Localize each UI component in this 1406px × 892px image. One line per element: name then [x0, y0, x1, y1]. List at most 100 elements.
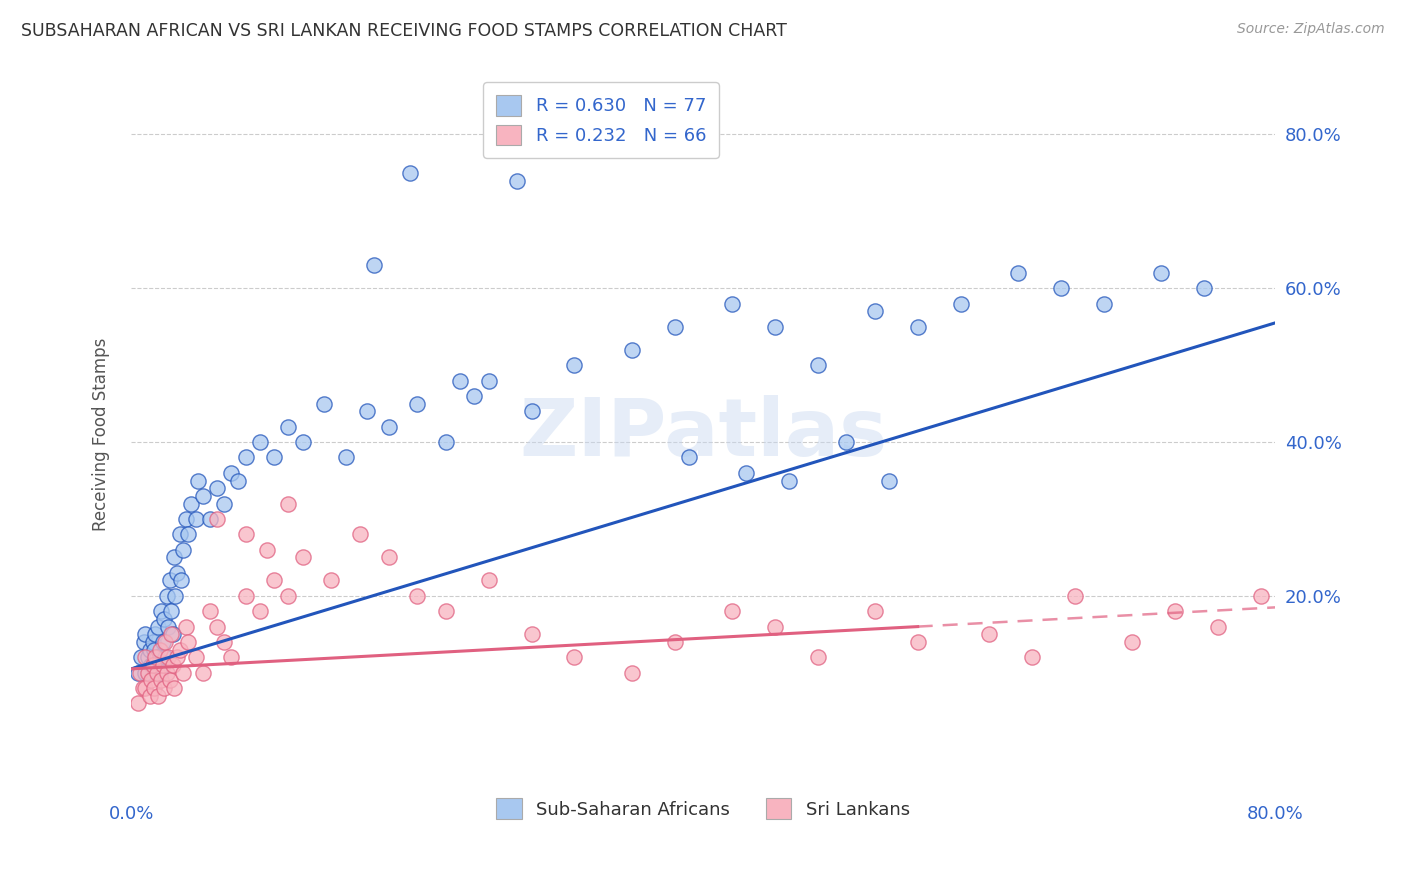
Point	[349, 527, 371, 541]
Point	[143, 681, 166, 695]
Point	[141, 658, 163, 673]
Point	[131, 681, 153, 695]
Point	[763, 619, 786, 633]
Point	[162, 658, 184, 673]
Point	[150, 673, 173, 688]
Point	[148, 619, 170, 633]
Point	[162, 627, 184, 641]
Point	[136, 650, 159, 665]
Point	[134, 681, 156, 695]
Point	[172, 665, 194, 680]
Point	[142, 658, 165, 673]
Point	[129, 650, 152, 665]
Point	[1250, 589, 1272, 603]
Point	[277, 589, 299, 603]
Point	[720, 604, 742, 618]
Point	[363, 258, 385, 272]
Point	[1121, 635, 1143, 649]
Point	[152, 658, 174, 673]
Point	[139, 689, 162, 703]
Point	[434, 435, 457, 450]
Point	[664, 635, 686, 649]
Point	[263, 574, 285, 588]
Point	[165, 589, 187, 603]
Point	[277, 419, 299, 434]
Point	[142, 635, 165, 649]
Point	[145, 650, 167, 665]
Point	[720, 296, 742, 310]
Point	[249, 435, 271, 450]
Text: SUBSAHARAN AFRICAN VS SRI LANKAN RECEIVING FOOD STAMPS CORRELATION CHART: SUBSAHARAN AFRICAN VS SRI LANKAN RECEIVI…	[21, 22, 787, 40]
Point	[145, 627, 167, 641]
Point	[153, 681, 176, 695]
Point	[149, 642, 172, 657]
Point	[132, 635, 155, 649]
Point	[159, 574, 181, 588]
Point	[134, 665, 156, 680]
Point	[399, 166, 422, 180]
Point	[1021, 650, 1043, 665]
Legend: Sub-Saharan Africans, Sri Lankans: Sub-Saharan Africans, Sri Lankans	[485, 788, 921, 830]
Point	[170, 574, 193, 588]
Point	[1206, 619, 1229, 633]
Point	[156, 665, 179, 680]
Point	[377, 550, 399, 565]
Point	[156, 589, 179, 603]
Point	[406, 589, 429, 603]
Point	[434, 604, 457, 618]
Point	[159, 673, 181, 688]
Point	[172, 542, 194, 557]
Y-axis label: Receiving Food Stamps: Receiving Food Stamps	[93, 338, 110, 531]
Point	[141, 673, 163, 688]
Point	[564, 650, 586, 665]
Point	[949, 296, 972, 310]
Point	[277, 497, 299, 511]
Point	[219, 650, 242, 665]
Point	[664, 319, 686, 334]
Point	[148, 689, 170, 703]
Point	[177, 635, 200, 649]
Point	[228, 474, 250, 488]
Point	[166, 650, 188, 665]
Point	[127, 665, 149, 680]
Point	[1192, 281, 1215, 295]
Point	[160, 604, 183, 618]
Point	[198, 604, 221, 618]
Point	[1064, 589, 1087, 603]
Point	[564, 358, 586, 372]
Point	[620, 665, 643, 680]
Point	[191, 489, 214, 503]
Point	[314, 396, 336, 410]
Point	[174, 512, 197, 526]
Point	[136, 665, 159, 680]
Point	[184, 512, 207, 526]
Point	[153, 612, 176, 626]
Point	[157, 619, 180, 633]
Point	[169, 642, 191, 657]
Point	[1150, 266, 1173, 280]
Point	[356, 404, 378, 418]
Point	[449, 374, 471, 388]
Point	[134, 650, 156, 665]
Point	[806, 650, 828, 665]
Point	[506, 173, 529, 187]
Point	[163, 681, 186, 695]
Point	[835, 435, 858, 450]
Point	[979, 627, 1001, 641]
Point	[235, 450, 257, 465]
Point	[212, 635, 235, 649]
Point	[406, 396, 429, 410]
Point	[1049, 281, 1071, 295]
Point	[166, 566, 188, 580]
Text: Source: ZipAtlas.com: Source: ZipAtlas.com	[1237, 22, 1385, 37]
Point	[205, 512, 228, 526]
Point	[149, 665, 172, 680]
Point	[128, 665, 150, 680]
Point	[1164, 604, 1187, 618]
Point	[139, 642, 162, 657]
Point	[321, 574, 343, 588]
Point	[263, 450, 285, 465]
Point	[180, 497, 202, 511]
Point	[212, 497, 235, 511]
Point	[806, 358, 828, 372]
